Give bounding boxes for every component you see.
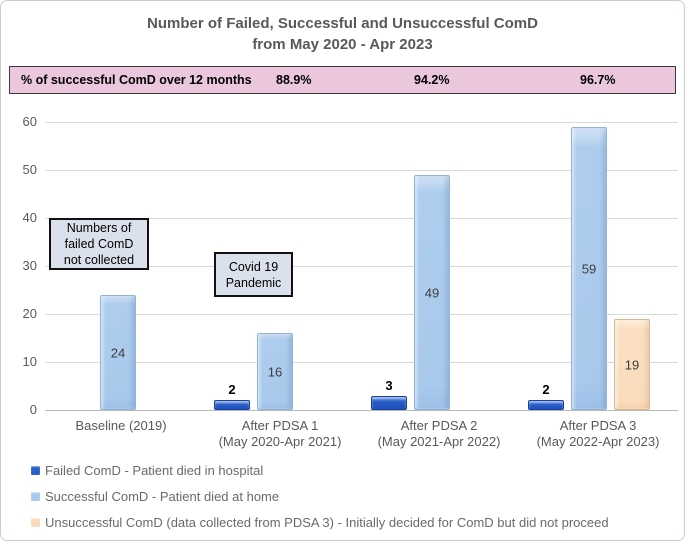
x-axis-label-2: After PDSA 2 (May 2021-Apr 2022) [377,418,501,449]
legend-label-successful: Successful ComD - Patient died at home [45,488,280,504]
x-axis-label-3: After PDSA 3 (May 2022-Apr 2023) [536,418,660,449]
gridline-40 [45,218,678,219]
chart-title-line2: from May 2020 - Apr 2023 [252,36,433,53]
annotation-box-1: Covid 19 Pandemic [214,252,293,297]
bar-value-label: 2 [228,382,236,397]
y-tick-label-50: 50 [22,162,37,177]
y-tick-label-60: 60 [22,114,37,129]
bar-series0-cat1 [214,400,250,410]
bar-series0-cat2 [371,396,407,410]
bar-value-label: 24 [110,345,126,360]
y-tick-label-10: 10 [22,354,37,369]
success-rate-pdsa3: 96.7% [580,73,616,87]
bar-value-label: 19 [624,357,640,372]
gridline-50 [45,170,678,171]
success-rate-banner-label: % of successful ComD over 12 months [21,73,252,87]
x-axis-label-0: Baseline (2019) [75,418,167,433]
legend-item-successful: Successful ComD - Patient died at home [31,488,609,504]
legend-label-unsuccessful: Unsuccessful ComD (data collected from P… [45,514,609,530]
success-rate-banner: % of successful ComD over 12 months 88.9… [9,66,676,94]
y-tick-label-20: 20 [22,306,37,321]
bar-series1-cat2: 49 [414,175,450,410]
y-tick-label-30: 30 [22,258,37,273]
bar-value-label: 49 [424,285,440,300]
gridline-0 [45,410,678,411]
success-rate-pdsa2: 94.2% [414,73,450,87]
successful-series-marker-icon [31,491,40,501]
bar-series0-cat3 [528,400,564,410]
bar-series1-cat0: 24 [100,295,136,410]
legend-item-failed: Failed ComD - Patient died in hospital [31,462,609,478]
gridline-60 [45,122,678,123]
chart-title-line1: Number of Failed, Successful and Unsucce… [147,15,538,32]
legend-label-failed: Failed ComD - Patient died in hospital [45,462,264,478]
bar-value-label: 16 [267,364,283,379]
gridline-20 [45,314,678,315]
bar-value-label: 59 [581,261,597,276]
chart-title: Number of Failed, Successful and Unsucce… [1,13,684,55]
bar-value-label: 2 [542,382,550,397]
legend-item-unsuccessful: Unsuccessful ComD (data collected from P… [31,514,609,530]
gridline-30 [45,266,678,267]
x-axis-label-1: After PDSA 1 (May 2020-Apr 2021) [218,418,342,449]
y-tick-label-40: 40 [22,210,37,225]
success-rate-pdsa1: 88.9% [276,73,312,87]
bar-value-label: 3 [385,378,393,393]
bar-series1-cat3: 59 [571,127,607,410]
annotation-box-0: Numbers of failed ComD not collected [49,218,149,270]
failed-series-marker-icon [31,465,40,475]
bar-series1-cat1: 16 [257,333,293,410]
bar-series2-cat3: 19 [614,319,650,410]
unsuccessful-series-marker-icon [31,517,40,527]
gridline-10 [45,362,678,363]
y-tick-label-0: 0 [29,402,37,417]
legend: Failed ComD - Patient died in hospital S… [31,462,609,540]
